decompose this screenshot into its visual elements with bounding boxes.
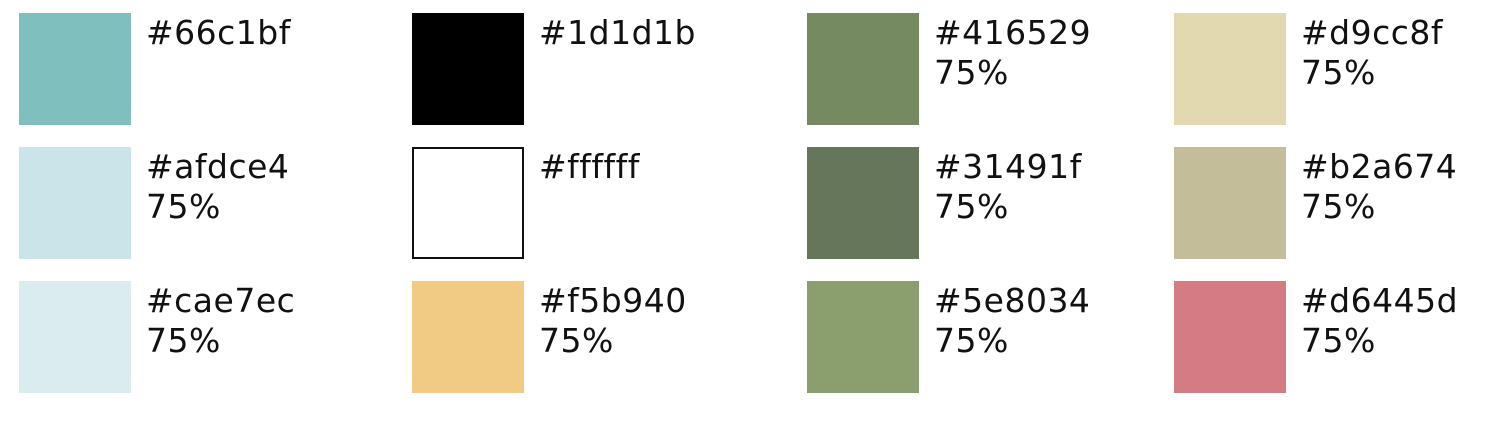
- hex-code: #cae7ec: [146, 281, 296, 320]
- color-swatch: [19, 281, 131, 393]
- swatch-label: #1d1d1b: [539, 13, 696, 53]
- color-swatch: [807, 147, 919, 259]
- swatch-label: #cae7ec 75%: [146, 281, 295, 361]
- swatch-item: #31491f 75%: [807, 147, 1167, 261]
- swatch-item: #66c1bf: [19, 13, 379, 127]
- color-swatch: [412, 281, 524, 393]
- swatch-label: #d6445d 75%: [1301, 281, 1458, 361]
- color-swatch: [807, 281, 919, 393]
- swatch-item: #afdce4 75%: [19, 147, 379, 261]
- opacity-value: 75%: [1301, 187, 1376, 226]
- swatch-label: #416529 75%: [934, 13, 1091, 93]
- color-swatch: [1174, 147, 1286, 259]
- color-swatch: [807, 13, 919, 125]
- swatch-label: #66c1bf: [146, 13, 291, 53]
- opacity-value: 75%: [146, 321, 221, 360]
- swatch-label: #f5b940 75%: [539, 281, 687, 361]
- swatch-label: #d9cc8f 75%: [1301, 13, 1443, 93]
- hex-code: #5e8034: [934, 281, 1091, 320]
- swatch-label: #b2a674 75%: [1301, 147, 1457, 227]
- opacity-value: 75%: [146, 187, 221, 226]
- opacity-value: 75%: [539, 321, 614, 360]
- swatch-label: #5e8034 75%: [934, 281, 1090, 361]
- opacity-value: 75%: [934, 53, 1009, 92]
- swatch-item: #f5b940 75%: [412, 281, 772, 395]
- hex-code: #31491f: [934, 147, 1082, 186]
- opacity-value: 75%: [1301, 321, 1376, 360]
- color-swatch: [1174, 281, 1286, 393]
- color-swatch: [1174, 13, 1286, 125]
- color-swatch: [412, 13, 524, 125]
- hex-code: #d9cc8f: [1301, 13, 1443, 52]
- hex-code: #afdce4: [146, 147, 290, 186]
- hex-code: #b2a674: [1301, 147, 1458, 186]
- hex-code: #d6445d: [1301, 281, 1459, 320]
- swatch-label: #31491f 75%: [934, 147, 1082, 227]
- swatch-item: #1d1d1b: [412, 13, 772, 127]
- opacity-value: 75%: [934, 187, 1009, 226]
- hex-code: #f5b940: [539, 281, 687, 320]
- swatch-item: #416529 75%: [807, 13, 1167, 127]
- color-swatch: [19, 147, 131, 259]
- hex-code: #416529: [934, 13, 1092, 52]
- hex-code: #66c1bf: [146, 13, 291, 52]
- swatch-item: #cae7ec 75%: [19, 281, 379, 395]
- swatch-item: #ffffff: [412, 147, 772, 261]
- opacity-value: 75%: [1301, 53, 1376, 92]
- hex-code: #ffffff: [539, 147, 640, 186]
- swatch-item: #d6445d 75%: [1174, 281, 1502, 395]
- hex-code: #1d1d1b: [539, 13, 696, 52]
- color-swatch: [19, 13, 131, 125]
- swatch-item: #b2a674 75%: [1174, 147, 1502, 261]
- opacity-value: 75%: [934, 321, 1009, 360]
- color-swatch: [412, 147, 524, 259]
- swatch-label: #afdce4 75%: [146, 147, 289, 227]
- swatch-label: #ffffff: [539, 147, 640, 187]
- swatch-item: #5e8034 75%: [807, 281, 1167, 395]
- swatch-item: #d9cc8f 75%: [1174, 13, 1502, 127]
